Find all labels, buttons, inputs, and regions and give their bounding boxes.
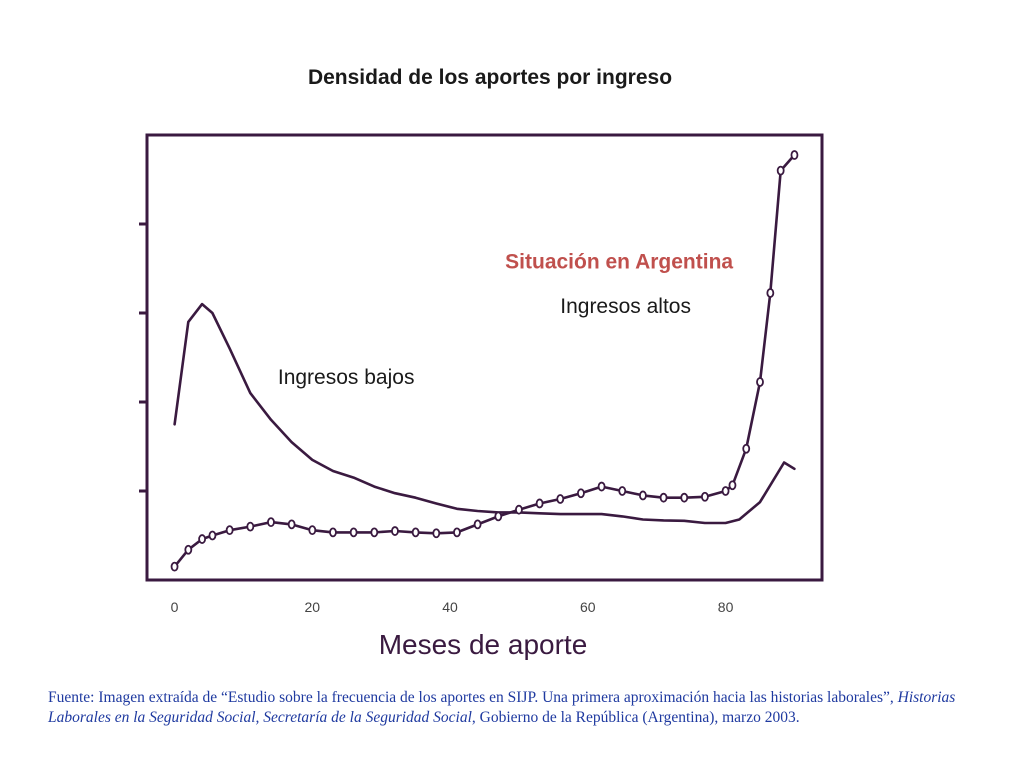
data-point-ingresos-altos-18: [494, 511, 503, 522]
source-suffix: , Gobierno de la República (Argentina), …: [471, 709, 800, 726]
data-point-ingresos-altos-19: [515, 504, 523, 515]
x-tick-label-80: 80: [718, 599, 734, 615]
data-point-ingresos-altos-9: [308, 525, 317, 536]
data-point-ingresos-altos-17: [473, 519, 482, 530]
data-point-ingresos-altos-11: [349, 527, 358, 538]
data-point-ingresos-altos-4: [208, 530, 217, 541]
data-point-ingresos-altos-34: [776, 165, 785, 176]
series-line-ingresos-bajos: [173, 302, 796, 525]
data-point-ingresos-altos-21: [556, 494, 565, 504]
data-point-ingresos-altos-15: [432, 528, 441, 539]
series-label-ingresos-bajos: Ingresos bajos: [278, 366, 415, 389]
x-tick-label-0: 0: [171, 599, 179, 615]
data-point-ingresos-altos-13: [391, 526, 399, 536]
data-point-ingresos-altos-10: [329, 527, 337, 538]
data-point-ingresos-altos-6: [246, 521, 255, 532]
data-point-ingresos-altos-5: [225, 525, 234, 536]
data-point-ingresos-altos-28: [701, 491, 709, 502]
annotation-situacion-en-argentina: Situación en Argentina: [505, 251, 733, 274]
data-point-ingresos-altos-24: [618, 486, 627, 496]
plot-frame: [145, 133, 824, 582]
data-point-ingresos-altos-2: [184, 544, 193, 555]
data-point-ingresos-altos-23: [597, 481, 606, 492]
data-point-ingresos-altos-20: [535, 498, 544, 509]
data-point-ingresos-altos-1: [170, 561, 179, 572]
series-line-ingresos-altos: [173, 153, 796, 568]
source-publication: Historias Laborales en la Seguridad Soci…: [48, 689, 956, 726]
data-point-ingresos-altos-30: [728, 480, 737, 491]
data-point-ingresos-altos-14: [411, 527, 420, 538]
data-point-ingresos-altos-29: [721, 486, 730, 496]
data-point-ingresos-altos-27: [680, 492, 689, 503]
data-point-ingresos-altos-16: [453, 527, 461, 538]
data-point-ingresos-altos-33: [766, 288, 775, 298]
x-tick-label-40: 40: [442, 599, 458, 615]
data-point-ingresos-altos-22: [577, 488, 585, 499]
data-point-ingresos-altos-31: [742, 443, 751, 454]
data-point-ingresos-altos-32: [756, 377, 764, 387]
data-point-ingresos-altos-25: [639, 490, 647, 501]
series-label-ingresos-altos: Ingresos altos: [560, 295, 691, 318]
data-point-ingresos-altos-12: [370, 527, 379, 538]
data-point-ingresos-altos-8: [287, 519, 296, 530]
chart-title: Densidad de los aportes por ingreso: [307, 66, 673, 89]
source-prefix: Fuente: Imagen extraída de “Estudio sobr…: [48, 689, 898, 706]
data-point-ingresos-altos-3: [198, 534, 207, 544]
x-tick-label-60: 60: [580, 599, 596, 615]
source-citation: Fuente: Imagen extraída de “Estudio sobr…: [48, 688, 968, 728]
data-point-ingresos-altos-7: [267, 517, 275, 528]
x-tick-label-20: 20: [305, 599, 321, 615]
x-axis-label: Meses de aporte: [379, 629, 588, 660]
line-chart: 0 20 40 60 80 Meses de aporte Ingresos bajos In…: [139, 133, 824, 660]
data-point-ingresos-altos-26: [659, 492, 668, 503]
data-point-ingresos-altos-35: [790, 150, 799, 160]
